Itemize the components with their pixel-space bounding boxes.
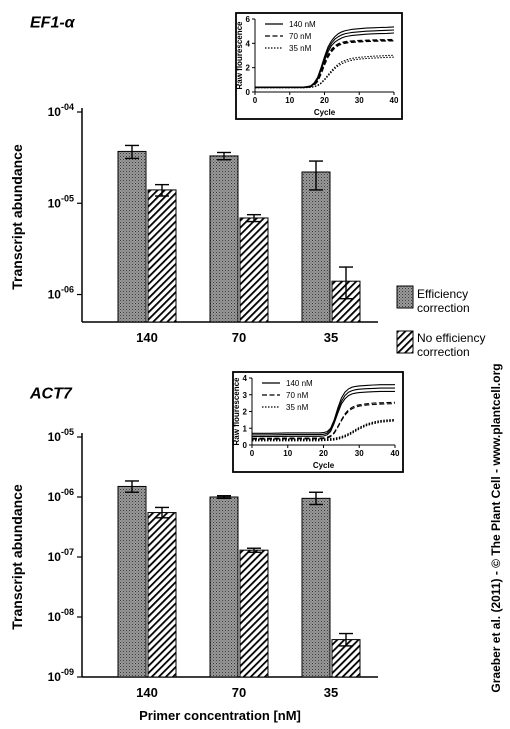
inset-x-tick-label: 0 (250, 449, 255, 458)
legend-label-no-efficiency-line1: No efficiency (417, 331, 485, 345)
inset-chart: 0 10 20 30 40 0 1 2 3 4 Cycle Raw flourescence 140 n… (232, 371, 404, 473)
y-tick-label: 10-07 (48, 547, 74, 564)
inset-legend-label: 70 nM (286, 391, 309, 400)
inset-curve-dashed (252, 401, 396, 439)
inset-legend-label: 35 nM (286, 403, 309, 412)
x-tick-label: 70 (232, 685, 246, 700)
bar-efficiency (209, 155, 239, 323)
legend-swatch-efficiency (396, 285, 414, 309)
x-tick-label: 70 (232, 330, 246, 345)
y-tick-label: 10-05 (48, 193, 74, 210)
inset-curve-solid (252, 384, 395, 434)
y-tick-label: 10-06 (48, 487, 74, 504)
inset-y-label: Raw flourescence (235, 21, 244, 90)
inset-y-tick-label: 6 (246, 15, 251, 24)
x-tick-label: 35 (324, 330, 338, 345)
bar-efficiency (301, 497, 331, 678)
inset-x-tick-label: 40 (390, 96, 399, 105)
bar-efficiency (209, 496, 239, 678)
inset-curve-dotted (252, 419, 396, 441)
inset-curve-solid (252, 387, 395, 436)
inset-y-tick-label: 2 (243, 408, 248, 417)
inset-legend-label: 70 nM (289, 32, 312, 41)
y-tick-label: 10-04 (48, 102, 74, 119)
inset-curve-dotted (252, 418, 396, 440)
y-tick-label: 10-05 (48, 427, 74, 444)
inset-y-tick-label: 1 (243, 424, 248, 433)
inset-curve-dashed (255, 39, 395, 89)
panel-act7: ACT7 Transcript abundance 10-05 10-06 10-07 1… (9, 371, 404, 700)
x-tick-label: 140 (136, 330, 158, 345)
inset-legend-label: 140 nM (286, 379, 313, 388)
inset-curve-dashed (255, 38, 395, 88)
bar-no-efficiency (239, 549, 269, 678)
inset-curve-dotted (252, 420, 396, 442)
legend-label-efficiency-line1: Efficiency (417, 287, 468, 301)
y-axis-label: Transcript abundance (9, 484, 25, 630)
legend-label-efficiency-line2: correction (417, 301, 470, 315)
inset-x-label: Cycle (314, 108, 336, 117)
y-tick-label: 10-06 (48, 285, 74, 302)
y-axis-label: Transcript abundance (9, 144, 25, 290)
credit-text: Graeber et al. (2011) - © The Plant Cell… (489, 363, 503, 692)
inset-y-tick-label: 2 (246, 64, 251, 73)
bar-no-efficiency (239, 217, 269, 323)
inset-x-tick-label: 20 (320, 96, 329, 105)
inset-legend-label: 35 nM (289, 44, 312, 53)
inset-x-tick-label: 0 (253, 96, 258, 105)
inset-curve-dashed (255, 40, 395, 89)
bar-efficiency (117, 485, 147, 678)
chart-title: EF1-α (30, 14, 76, 31)
inset-y-tick-label: 0 (243, 441, 248, 450)
inset-x-tick-label: 30 (355, 96, 364, 105)
inset-chart: 0 10 20 30 40 0 2 4 6 Cycle Raw flourescence 140 nM… (235, 12, 403, 120)
inset-x-tick-label: 40 (391, 449, 400, 458)
inset-x-tick-label: 20 (319, 449, 328, 458)
inset-x-tick-label: 10 (283, 449, 292, 458)
inset-x-tick-label: 10 (285, 96, 294, 105)
x-axis-label: Primer concentration [nM] (139, 708, 301, 723)
bar-efficiency (301, 171, 331, 323)
panel-ef1a: EF1-α Transcript abundance 10-04 10-05 10-06… (9, 12, 403, 345)
chart-title: ACT7 (29, 385, 73, 402)
inset-y-tick-label: 3 (243, 391, 248, 400)
inset-y-tick-label: 4 (246, 39, 251, 48)
x-tick-label: 35 (324, 685, 338, 700)
inset-curve-dashed (252, 403, 396, 440)
bar-no-efficiency (147, 189, 177, 323)
legend-label-no-efficiency-line2: correction (417, 345, 470, 359)
legend-swatch-no-efficiency (396, 330, 414, 354)
inset-x-label: Cycle (313, 461, 335, 470)
x-tick-label: 140 (136, 685, 158, 700)
inset-curve-dotted (255, 56, 395, 89)
bar-no-efficiency (147, 512, 177, 678)
inset-y-tick-label: 0 (246, 88, 251, 97)
y-tick-label: 10-08 (48, 607, 74, 624)
legend: Efficiency correction No efficiency corr… (396, 285, 485, 359)
inset-x-tick-label: 30 (355, 449, 364, 458)
inset-frame (235, 12, 403, 120)
y-tick-label: 10-09 (48, 667, 74, 684)
inset-y-tick-label: 4 (243, 374, 248, 383)
inset-legend-label: 140 nM (289, 20, 316, 29)
inset-curve-solid (252, 390, 395, 438)
inset-y-label: Raw flourescence (232, 377, 241, 446)
bar-efficiency (117, 150, 147, 323)
